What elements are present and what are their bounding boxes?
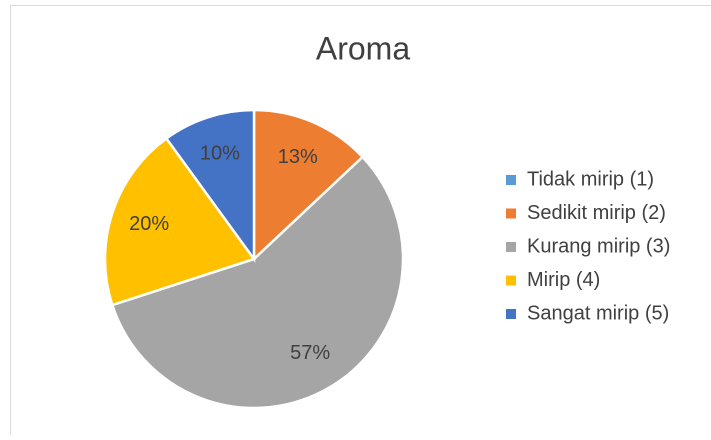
pie-slice	[252, 108, 365, 262]
legend-label: Sedikit mirip (2)	[527, 202, 666, 224]
data-label: 10%	[200, 142, 240, 164]
legend-label: Sangat mirip (5)	[527, 302, 669, 324]
legend-swatch	[506, 242, 516, 252]
legend-label: Mirip (4)	[527, 269, 600, 291]
legend-label: Tidak mirip (1)	[527, 168, 654, 190]
pie-slice	[103, 136, 257, 307]
legend-swatch	[506, 208, 516, 219]
legend-swatch	[506, 309, 516, 319]
data-label: 13%	[278, 146, 318, 168]
pie-slice	[164, 108, 256, 263]
legend-swatch	[506, 175, 516, 185]
data-label: 57%	[290, 342, 330, 364]
legend-swatch	[506, 275, 516, 286]
pie-slice	[110, 155, 405, 410]
legend-label: Kurang mirip (3)	[527, 235, 670, 257]
chart-title: Aroma	[316, 30, 410, 66]
data-label: 20%	[129, 213, 169, 235]
